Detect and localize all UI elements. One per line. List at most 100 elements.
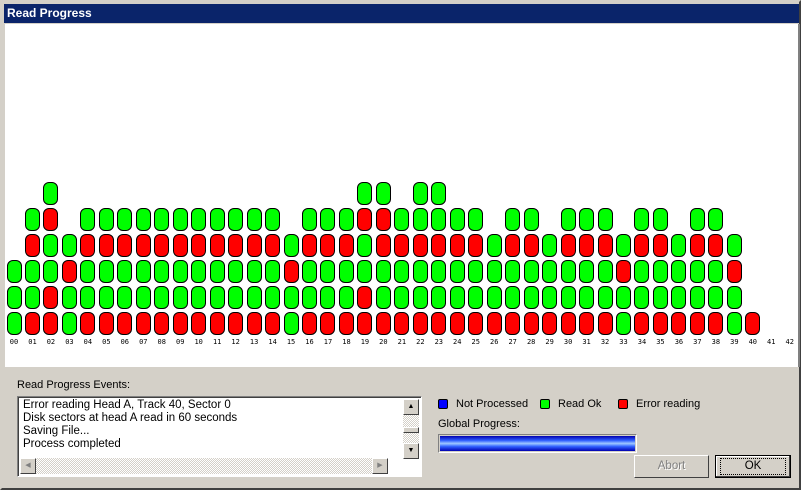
sector-cell-04-2 xyxy=(80,260,96,283)
sector-cell-30-3 xyxy=(560,234,576,257)
track-label: 29 xyxy=(545,338,554,346)
sector-cell-10-4 xyxy=(191,208,207,231)
scroll-thumb[interactable] xyxy=(403,427,419,433)
progress-fill xyxy=(440,436,635,451)
sector-cell-10-0 xyxy=(191,312,207,335)
sector-cell-20-1 xyxy=(375,286,391,309)
sector-cell-39-0 xyxy=(726,312,742,335)
scroll-down-icon[interactable]: ▼ xyxy=(403,443,419,459)
track-label: 14 xyxy=(268,338,277,346)
sector-cell-01-1 xyxy=(24,286,40,309)
track-label: 12 xyxy=(231,338,240,346)
sector-cell-11-1 xyxy=(209,286,225,309)
vertical-scrollbar[interactable]: ▲ ▼ xyxy=(403,399,419,459)
track-label: 00 xyxy=(9,338,19,346)
sector-cell-37-3 xyxy=(689,234,705,257)
track-label: 30 xyxy=(563,338,573,346)
sector-cell-14-0 xyxy=(265,312,281,335)
ok-button[interactable]: OK xyxy=(715,455,791,478)
scroll-up-icon[interactable]: ▲ xyxy=(403,399,419,415)
sector-cell-20-2 xyxy=(375,260,391,283)
sector-cell-15-0 xyxy=(283,312,299,335)
sector-cell-13-4 xyxy=(246,208,262,231)
sector-cell-36-3 xyxy=(671,234,687,257)
sector-cell-06-0 xyxy=(117,312,133,335)
sector-cell-37-0 xyxy=(689,312,705,335)
events-label: Read Progress Events: xyxy=(17,379,131,391)
sector-cell-22-0 xyxy=(412,312,428,335)
track-label: 37 xyxy=(693,338,702,346)
track-label: 25 xyxy=(471,338,480,346)
track-label: 22 xyxy=(416,338,425,346)
sector-cell-00-1 xyxy=(6,286,22,309)
sector-cell-28-4 xyxy=(523,208,539,231)
sector-cell-19-1 xyxy=(357,286,373,309)
sector-cell-24-2 xyxy=(449,260,465,283)
sector-cell-23-1 xyxy=(431,286,447,309)
sector-cell-05-3 xyxy=(98,234,114,257)
sector-cell-39-3 xyxy=(726,234,742,257)
sector-cell-21-3 xyxy=(394,234,410,257)
sector-cell-38-0 xyxy=(708,312,724,335)
sector-cell-01-3 xyxy=(24,234,40,257)
sector-cell-05-2 xyxy=(98,260,114,283)
sector-cell-07-3 xyxy=(135,234,151,257)
sector-cell-29-0 xyxy=(542,312,558,335)
sector-cell-24-3 xyxy=(449,234,465,257)
event-line: Disk sectors at head A read in 60 second… xyxy=(23,412,238,424)
green-swatch-icon xyxy=(540,399,550,409)
sector-cell-25-0 xyxy=(468,312,484,335)
track-label: 15 xyxy=(286,338,296,346)
sector-cell-06-4 xyxy=(117,208,133,231)
sector-cell-11-3 xyxy=(209,234,225,257)
sector-cell-09-4 xyxy=(172,208,188,231)
sector-cell-35-1 xyxy=(652,286,668,309)
sector-cell-21-4 xyxy=(394,208,410,231)
legend-label: Error reading xyxy=(636,398,701,410)
sector-cell-37-2 xyxy=(689,260,705,283)
sector-cell-00-0 xyxy=(6,312,22,335)
track-label: 05 xyxy=(102,338,111,346)
sector-cell-19-4 xyxy=(357,208,373,231)
sector-cell-07-1 xyxy=(135,286,151,309)
horizontal-scrollbar[interactable]: ◀ ▶ xyxy=(20,458,388,474)
sector-cell-23-0 xyxy=(431,312,447,335)
sector-cell-24-4 xyxy=(449,208,465,231)
sector-cell-32-1 xyxy=(597,286,613,309)
sector-cell-16-2 xyxy=(302,260,318,283)
sector-cell-03-3 xyxy=(61,234,77,257)
sector-cell-29-3 xyxy=(542,234,558,257)
sector-cell-18-4 xyxy=(338,208,354,231)
sector-cell-35-4 xyxy=(652,208,668,231)
sector-cell-08-3 xyxy=(154,234,170,257)
ok-label: OK xyxy=(720,458,786,475)
sector-cell-18-1 xyxy=(338,286,354,309)
sector-cell-02-5 xyxy=(43,182,59,205)
sector-cell-16-3 xyxy=(302,234,318,257)
track-label: 09 xyxy=(176,338,185,346)
legend-label: Read Ok xyxy=(558,398,602,410)
sector-cell-27-1 xyxy=(505,286,521,309)
sector-cell-08-4 xyxy=(154,208,170,231)
scroll-right-icon[interactable]: ▶ xyxy=(372,458,388,474)
sector-cell-10-3 xyxy=(191,234,207,257)
sector-cell-02-1 xyxy=(43,286,59,309)
title-bar: Read Progress xyxy=(4,4,799,23)
sector-cell-26-3 xyxy=(486,234,502,257)
sector-cell-06-3 xyxy=(117,234,133,257)
abort-button[interactable]: Abort xyxy=(634,455,709,478)
events-list[interactable]: Error reading Head A, Track 40, Sector 0… xyxy=(17,396,422,477)
sector-cell-37-1 xyxy=(689,286,705,309)
sector-cell-17-1 xyxy=(320,286,336,309)
sector-cell-28-1 xyxy=(523,286,539,309)
sector-cell-07-4 xyxy=(135,208,151,231)
sector-cell-30-0 xyxy=(560,312,576,335)
sector-cell-18-0 xyxy=(338,312,354,335)
sector-cell-16-4 xyxy=(302,208,318,231)
sector-cell-09-0 xyxy=(172,312,188,335)
scroll-left-icon[interactable]: ◀ xyxy=(20,458,36,474)
sector-cell-23-3 xyxy=(431,234,447,257)
sector-cell-26-2 xyxy=(486,260,502,283)
track-label: 32 xyxy=(600,338,610,346)
sector-cell-28-0 xyxy=(523,312,539,335)
